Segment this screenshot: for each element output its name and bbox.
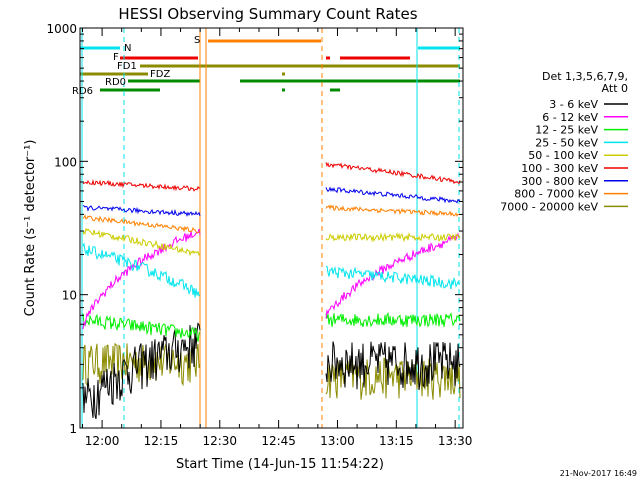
flag-label-5: RD0 [105,77,126,88]
x-tick-label-5: 13:15 [379,434,414,448]
legend-header-line1: Det 1,3,5,6,7,9, [542,70,628,83]
flag-label-3: FD1 [117,61,137,72]
y-tick-label-3: 1000 [46,22,77,36]
flag-label-0: N [124,43,131,54]
series-trace-6-1 [325,204,461,217]
axes-layer: 12:00 12:15 12:30 12:45 13:00 13:15 13:30 1 10 10… [46,22,472,448]
series-trace-6-0 [82,214,201,234]
legend-header-line2: Att 0 [602,82,628,95]
legend-label-6: 300 - 800 keV [521,175,598,188]
y-tick-label-2: 100 [54,155,77,169]
y-axis-label: Count Rate (s⁻¹ detector⁻¹) [23,140,38,317]
x-tick-label-3: 12:45 [261,434,296,448]
series-trace-2-0 [82,313,201,342]
y-tick-label-0: 1 [69,422,77,436]
plot-frame [79,27,464,429]
y-tick-label-1: 10 [62,289,77,303]
series-trace-4-1 [325,265,461,290]
chart-title: HESSI Observing Summary Count Rates [118,5,417,23]
flag-label-2: F [113,52,119,63]
x-axis-label: Start Time (14-Jun-15 11:54:22) [176,457,384,472]
flag-label-4: FDZ [150,69,170,80]
series-trace-4-0 [82,241,201,298]
series-trace-8-0 [82,179,201,192]
footer-date: 21-Nov-2017 16:49 [560,469,637,478]
legend-label-5: 100 - 300 keV [521,162,598,175]
series-trace-1-0 [82,322,201,420]
series-trace-7-0 [82,204,201,217]
x-tick-label-1: 12:15 [144,434,179,448]
series-trace-5-1 [325,232,461,243]
legend-label-0: 3 - 6 keV [549,98,598,111]
x-tick-label-6: 13:30 [438,434,473,448]
series-trace-0-1 [325,357,461,400]
legend-label-8: 7000 - 20000 keV [500,200,598,213]
series-trace-3-1 [325,232,461,319]
series-trace-7-1 [325,186,461,204]
series-trace-3-0 [82,228,201,330]
flag-label-1: S [194,35,200,46]
flag-label-6: RD6 [72,86,93,97]
series-trace-1-1 [325,341,461,391]
x-tick-label-4: 13:00 [320,434,355,448]
x-tick-label-2: 12:30 [202,434,237,448]
legend-label-4: 50 - 100 keV [528,149,598,162]
legend-label-7: 800 - 7000 keV [514,188,598,201]
legend-label-1: 6 - 12 keV [542,111,598,124]
data-layer [80,28,461,428]
series-trace-8-1 [325,161,461,185]
series-trace-2-1 [325,311,461,328]
legend-label-3: 25 - 50 keV [535,136,598,149]
series-trace-5-0 [82,227,201,257]
x-tick-label-0: 12:00 [85,434,120,448]
legend-label-2: 12 - 25 keV [535,124,598,137]
